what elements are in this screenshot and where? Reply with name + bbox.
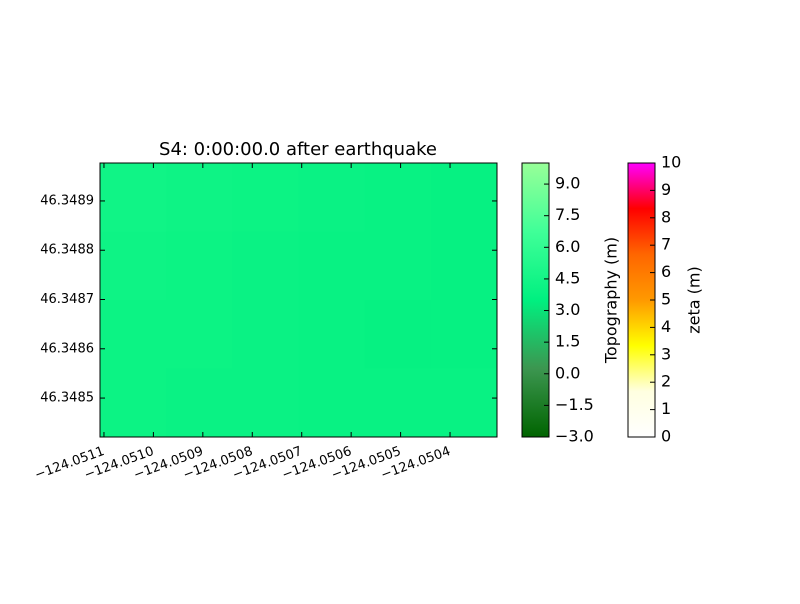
heat-cell: [166, 300, 233, 369]
colorbar-tick-label: 6.0: [555, 237, 580, 256]
colorbar-label: zeta (m): [685, 266, 704, 333]
heat-cell: [232, 368, 299, 438]
heat-cell: [364, 231, 432, 301]
colorbar-label: Topography (m): [602, 237, 621, 364]
heat-cell: [232, 163, 299, 232]
colorbar-tick-label: 4: [661, 317, 671, 336]
heat-cell: [364, 163, 432, 232]
heat-cell: [298, 163, 366, 232]
heat-cell: [430, 231, 498, 301]
heat-cell: [100, 163, 167, 232]
heat-cell: [166, 163, 233, 232]
heat-cell: [100, 368, 167, 438]
colorbar-tick-label: 6: [661, 262, 671, 281]
heat-cell: [166, 231, 233, 301]
heat-cell: [364, 368, 432, 438]
colorbar-tick-label: 9.0: [555, 174, 580, 193]
colorbar-tick-label: 3.0: [555, 300, 580, 319]
colorbar-tick-label: 2: [661, 372, 671, 391]
heat-cell: [100, 300, 167, 369]
heat-cell: [100, 231, 167, 301]
chart-title: S4: 0:00:00.0 after earthquake: [159, 139, 437, 160]
colorbar-tick-label: 10: [661, 153, 681, 172]
colorbar-tick-label: 0.0: [555, 363, 580, 382]
colorbar: [521, 162, 550, 438]
colorbar-tick-label: −1.5: [555, 395, 594, 414]
heat-cell: [298, 300, 366, 369]
y-tick-label: 46.3485: [40, 391, 94, 406]
heat-cell: [232, 300, 299, 369]
y-tick-label: 46.3488: [40, 243, 94, 258]
colorbar-tick-label: 7: [661, 235, 671, 254]
colorbar-tick-label: 1.5: [555, 332, 580, 351]
colorbar-tick-label: 5: [661, 290, 671, 309]
heat-cell: [166, 368, 233, 438]
heat-cell: [430, 300, 498, 369]
y-tick-label: 46.3486: [40, 341, 94, 356]
colorbar-tick-label: 3: [661, 344, 671, 363]
colorbar-tick-label: 4.5: [555, 268, 580, 287]
colorbar-tick-label: −3.0: [555, 427, 594, 446]
y-tick-label: 46.3489: [40, 193, 94, 208]
heat-cell: [430, 368, 498, 438]
colorbar-tick-label: 1: [661, 399, 671, 418]
heat-cell: [298, 368, 366, 438]
heat-cell: [232, 231, 299, 301]
heat-cell: [430, 163, 498, 232]
heat-cell: [298, 231, 366, 301]
heat-cell: [364, 300, 432, 369]
colorbar-tick-label: 8: [661, 207, 671, 226]
colorbar-tick-label: 0: [661, 427, 671, 446]
colorbar-tick-label: 7.5: [555, 205, 580, 224]
y-tick-label: 46.3487: [40, 292, 94, 307]
colorbar-tick-label: 9: [661, 180, 671, 199]
